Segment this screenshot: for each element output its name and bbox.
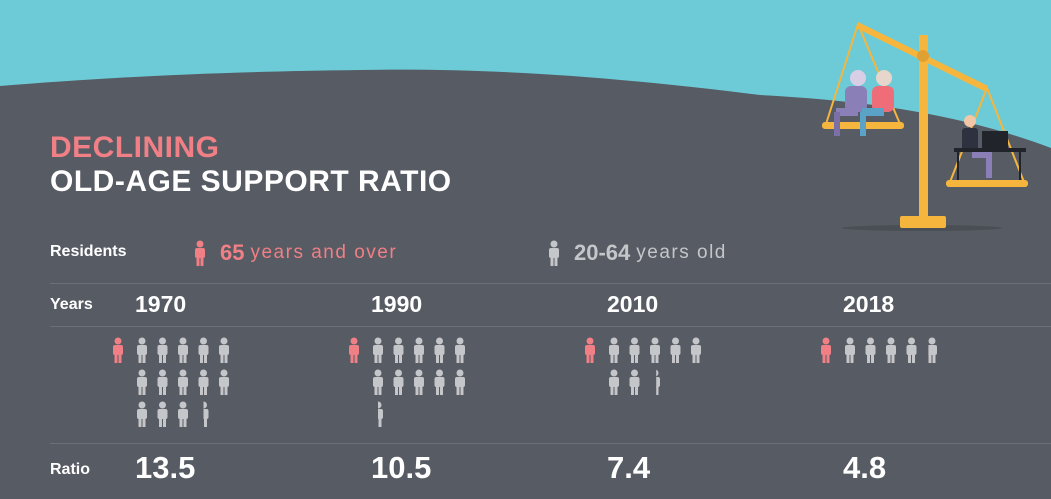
balance-scale-illustration [822,22,1028,231]
worker-person-icon [373,369,383,395]
legend-older-number: 65 [220,240,245,265]
worker-person-icon [219,337,229,363]
worker-person-icon [691,337,701,363]
worker-person-icon [455,369,465,395]
ratio-value: 7.4 [607,450,651,485]
older-person-icon [349,337,359,363]
legend-working-number: 20-64 [574,240,631,265]
year-label: 1990 [371,291,423,317]
year-label: 2018 [843,291,895,317]
worker-person-icon [198,337,209,363]
worker-person-icon [393,369,404,395]
worker-person-icon [434,369,445,395]
worker-person-icon [178,401,188,427]
worker-person-icon [650,337,660,363]
worker-person-icon [157,401,168,427]
worker-person-icon [198,369,209,395]
ratio-value: 4.8 [843,450,887,485]
worker-person-icon [455,337,465,363]
worker-person-icon [178,369,188,395]
divider [50,283,1051,284]
worker-person-icon [203,401,209,427]
person-icon [549,240,559,266]
worker-person-icon [629,337,640,363]
worker-person-icon [414,369,424,395]
older-person-icon [585,337,595,363]
worker-person-icon [670,337,681,363]
worker-person-icon [609,337,619,363]
worker-person-icon [656,369,660,395]
divider [50,443,1051,444]
worker-person-icon [434,337,445,363]
ratio-value: 10.5 [371,450,432,485]
title-line-2: OLD-AGE SUPPORT RATIO [50,165,452,198]
years-label: Years [50,296,93,313]
divider [50,326,1051,327]
ratio-label: Ratio [50,461,90,478]
sky-shape [0,0,1051,148]
person-icon [195,240,205,266]
worker-person-icon [378,401,383,427]
legend-working-text: years old [636,242,727,263]
older-person-icon [821,337,831,363]
residents-label: Residents [50,243,127,260]
year-label: 1970 [135,291,187,317]
worker-person-icon [178,337,188,363]
year-label: 2010 [607,291,659,317]
ratio-value: 13.5 [135,450,196,485]
worker-person-icon [865,337,876,363]
older-person-icon [113,337,123,363]
worker-person-icon [373,337,383,363]
worker-person-icon [845,337,855,363]
worker-person-icon [928,337,937,363]
worker-person-icon [414,337,424,363]
worker-person-icon [629,369,640,395]
worker-person-icon [219,369,229,395]
worker-person-icon [393,337,404,363]
worker-person-icon [906,337,917,363]
legend-older: 65 years and over [194,240,397,266]
worker-person-icon [886,337,896,363]
worker-person-icon [157,337,168,363]
legend-older-text: years and over [250,242,398,263]
worker-person-icon [157,369,168,395]
worker-person-icon [137,369,147,395]
worker-person-icon [609,369,619,395]
worker-person-icon [137,401,147,427]
legend-working: 20-64 years old [548,240,727,266]
worker-person-icon [137,337,147,363]
title-line-1: DECLINING [50,131,220,164]
